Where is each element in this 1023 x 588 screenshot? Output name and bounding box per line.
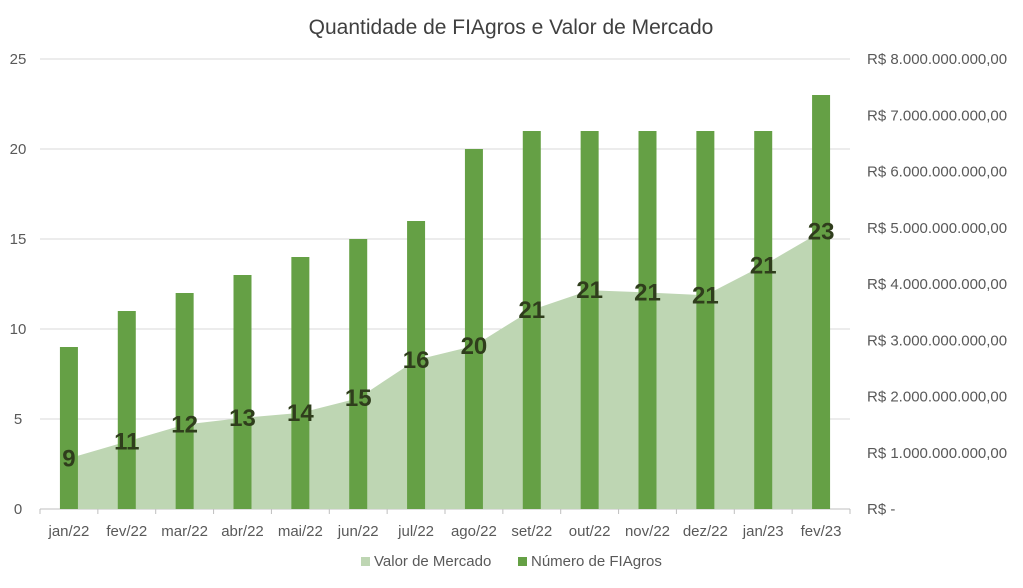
- x-axis-tick-label-fev-22: fev/22: [106, 523, 147, 540]
- bar-series-layer: [59, 95, 831, 509]
- right-axis-tick-label: R$ 5.000.000.000,00: [867, 220, 1007, 237]
- legend-label-valor-de-mercado: Valor de Mercado: [374, 553, 491, 570]
- x-axis: jan/22 fev/22 mar/22 abr/22 mai/22 jun/22 jul/…: [39, 509, 851, 540]
- bar-ago-22: [464, 149, 483, 509]
- right-axis-tick-label: R$ 4.000.000.000,00: [867, 276, 1007, 293]
- x-axis-tick-label-jan-22: jan/22: [47, 523, 89, 540]
- x-axis-tick-label-fev-23: fev/23: [801, 523, 842, 540]
- area-valor-de-mercado: [68, 231, 822, 509]
- x-axis-tick-label-jan-23: jan/23: [742, 523, 784, 540]
- data-label-jun-22: 15: [345, 385, 372, 412]
- right-axis-tick-label: R$ 2.000.000.000,00: [867, 389, 1007, 406]
- x-axis-tick-label-abr-22: abr/22: [221, 523, 264, 540]
- bar-jun-22: [349, 239, 368, 509]
- data-label-jan-23: 21: [750, 252, 777, 279]
- area-series-layer: [68, 231, 822, 509]
- data-label-out-22: 21: [576, 277, 603, 304]
- bar-mar-22: [175, 293, 194, 509]
- data-label-nov-22: 21: [634, 279, 661, 306]
- data-label-mar-22: 12: [171, 412, 198, 439]
- bar-dez-22: [696, 131, 715, 509]
- right-axis-tick-label: R$ 7.000.000.000,00: [867, 107, 1007, 124]
- data-label-fev-22: 11: [114, 429, 139, 456]
- right-axis: R$ - R$ 1.000.000.000,00 R$ 2.000.000.000,…: [867, 51, 1007, 518]
- x-axis-tick-label-mai-22: mai/22: [278, 523, 323, 540]
- bar-set-22: [522, 131, 541, 509]
- bar-jan-22: [59, 347, 78, 509]
- data-label-dez-22: 21: [692, 282, 719, 309]
- data-label-abr-22: 13: [229, 405, 256, 432]
- data-label-fev-23: 23: [808, 219, 835, 246]
- legend: Valor de Mercado Número de FIAgros: [361, 553, 662, 570]
- legend-swatch-numero-de-fiagros: [518, 557, 527, 566]
- bar-fev-22: [117, 311, 136, 509]
- x-axis-tick-label-out-22: out/22: [569, 523, 611, 540]
- left-axis-tick-label: 15: [10, 231, 27, 248]
- chart-title: Quantidade de FIAgros e Valor de Mercado: [309, 16, 714, 39]
- left-axis-tick-label: 25: [10, 51, 27, 68]
- data-label-jan-22: 9: [62, 445, 75, 472]
- data-label-mai-22: 14: [287, 400, 314, 427]
- right-axis-tick-label: R$ 3.000.000.000,00: [867, 332, 1007, 349]
- x-axis-tick-label-dez-22: dez/22: [683, 523, 728, 540]
- left-axis-tick-label: 5: [14, 411, 22, 428]
- right-axis-tick-label: R$ -: [867, 501, 895, 518]
- legend-label-numero-de-fiagros: Número de FIAgros: [531, 553, 662, 570]
- bar-jan-23: [754, 131, 773, 509]
- bar-nov-22: [638, 131, 657, 509]
- x-axis-tick-label-set-22: set/22: [511, 523, 552, 540]
- right-axis-tick-label: R$ 1.000.000.000,00: [867, 445, 1007, 462]
- bar-jul-22: [407, 221, 426, 509]
- right-axis-tick-label: R$ 6.000.000.000,00: [867, 164, 1007, 181]
- left-axis-tick-label: 10: [10, 321, 27, 338]
- x-axis-tick-label-jun-22: jun/22: [337, 523, 379, 540]
- left-axis-tick-label: 20: [10, 141, 27, 158]
- bar-mai-22: [291, 257, 310, 509]
- left-axis: 0 5 10 15 20 25: [10, 51, 27, 518]
- x-axis-tick-label-jul-22: jul/22: [397, 523, 434, 540]
- x-axis-tick-label-nov-22: nov/22: [625, 523, 670, 540]
- legend-swatch-valor-de-mercado: [361, 557, 370, 566]
- bar-fev-23: [812, 95, 831, 509]
- left-axis-tick-label: 0: [14, 501, 22, 518]
- data-label-ago-22: 20: [461, 333, 488, 360]
- data-label-layer: 9 11 12 13 14 15 16 20 21 21 21 21 21 23: [62, 219, 834, 473]
- x-axis-tick-label-ago-22: ago/22: [451, 523, 497, 540]
- data-label-set-22: 21: [518, 297, 545, 324]
- bar-out-22: [580, 131, 599, 509]
- data-label-jul-22: 16: [403, 347, 430, 374]
- x-axis-tick-label-mar-22: mar/22: [161, 523, 208, 540]
- bar-abr-22: [233, 275, 252, 509]
- right-axis-tick-label: R$ 8.000.000.000,00: [867, 51, 1007, 68]
